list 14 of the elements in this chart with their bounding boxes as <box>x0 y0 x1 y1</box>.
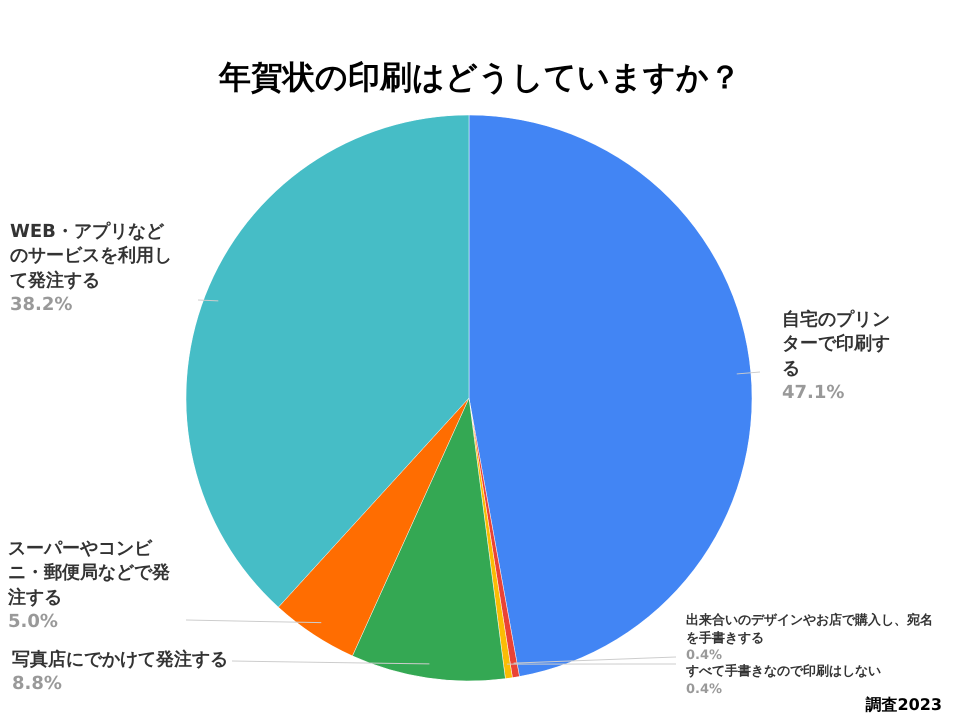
data-label: 0.4% <box>686 682 722 697</box>
data-label: 8.8% <box>12 672 63 696</box>
data-label: 38.2% <box>10 292 74 317</box>
text: 調査2023 <box>865 695 942 716</box>
slice-label: 出来合いのデザインやお店で購入し、宛名を手書きする <box>686 612 934 648</box>
slice-label: WEB・アプリなどのサービスを利用して発注する <box>10 220 173 293</box>
slice-label: スーパーやコンビニ・郵便局などで発注する <box>8 537 171 610</box>
slice-label: 自宅のプリンターで印刷する <box>782 308 891 381</box>
slice-label: すべて手書きなので印刷はしない <box>686 663 882 681</box>
data-label: 0.4% <box>686 647 724 665</box>
data-label: 47.1% <box>782 380 846 405</box>
slice-label: 写真店にでかけて発注する <box>12 648 229 672</box>
data-label: 5.0% <box>8 610 59 634</box>
chart-title: 年賀状の印刷はどうしていますか？ <box>218 58 741 96</box>
